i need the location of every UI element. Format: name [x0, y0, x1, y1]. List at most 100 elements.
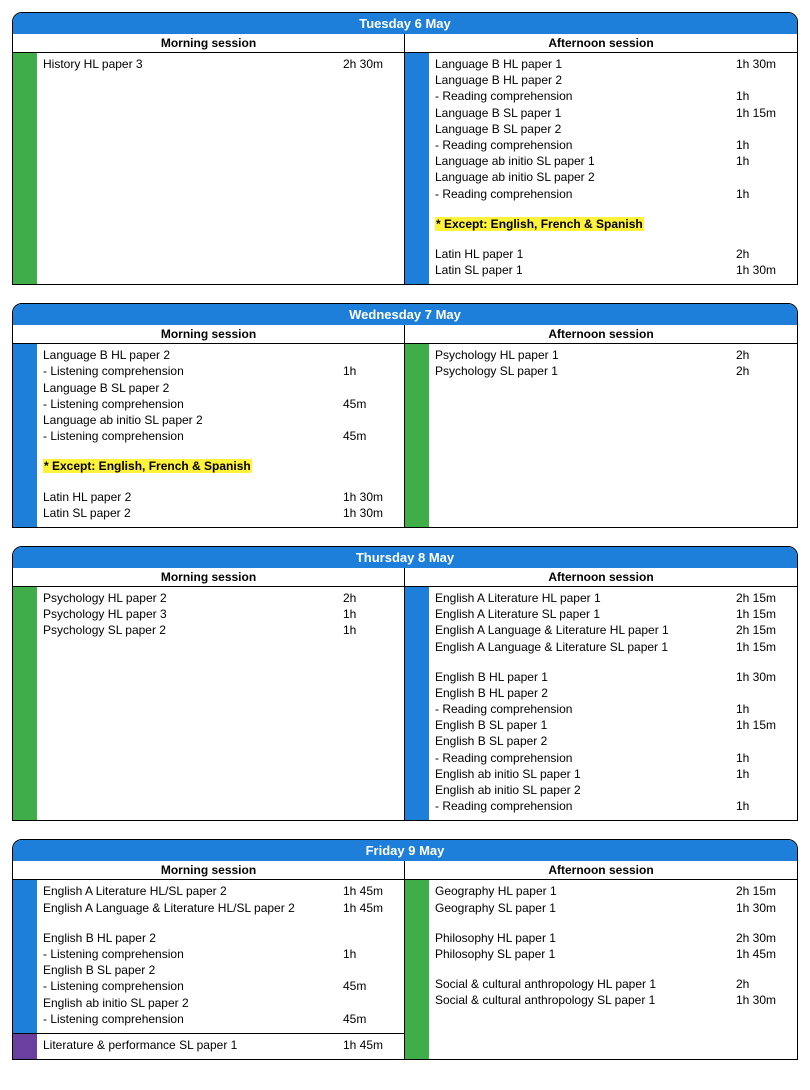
exam-row: English B HL paper 11h 30m: [435, 669, 791, 685]
exam-label: English B SL paper 2: [435, 733, 736, 749]
exam-duration: 2h: [736, 347, 791, 363]
color-bar: [13, 880, 37, 1033]
exam-label: - Reading comprehension: [435, 750, 736, 766]
exam-label: - Reading comprehension: [435, 88, 736, 104]
exam-row: English ab initio SL paper 2: [43, 995, 398, 1011]
exam-duration: 45m: [343, 978, 398, 994]
exam-duration: 2h 30m: [343, 56, 398, 72]
exam-row: Language B HL paper 2: [435, 72, 791, 88]
exam-label: English B HL paper 2: [43, 930, 343, 946]
exam-row: Latin HL paper 12h: [435, 246, 791, 262]
exam-row: - Listening comprehension45m: [43, 428, 398, 444]
exam-label: * Except: English, French & Spanish: [43, 458, 343, 474]
spacer: [435, 202, 791, 216]
exam-duration: 1h: [736, 750, 791, 766]
exam-label: English ab initio SL paper 2: [435, 782, 736, 798]
exam-label: Language B HL paper 2: [435, 72, 736, 88]
session-header: Morning session: [13, 34, 404, 53]
color-bar: [13, 53, 37, 284]
session-body: Psychology HL paper 12hPsychology SL pap…: [405, 344, 797, 527]
segment-content: English A Literature HL/SL paper 21h 45m…: [37, 880, 404, 1033]
segment-content: Psychology HL paper 22hPsychology HL pap…: [37, 587, 404, 820]
exam-row: English B SL paper 11h 15m: [435, 717, 791, 733]
exam-duration: [343, 347, 398, 363]
exam-duration: 1h: [736, 766, 791, 782]
exam-label: Language B SL paper 1: [435, 105, 736, 121]
exam-duration: 1h: [736, 798, 791, 814]
exam-label: Social & cultural anthropology HL paper …: [435, 976, 736, 992]
session-body: Psychology HL paper 22hPsychology HL pap…: [13, 587, 404, 820]
exam-label: Social & cultural anthropology SL paper …: [435, 992, 736, 1008]
exam-label: - Listening comprehension: [43, 396, 343, 412]
exam-label: Language B SL paper 2: [43, 380, 343, 396]
spacer: [43, 444, 398, 458]
exam-duration: 2h 30m: [736, 930, 791, 946]
exam-label: English ab initio SL paper 1: [435, 766, 736, 782]
exam-duration: 2h: [736, 363, 791, 379]
exam-duration: 2h: [736, 976, 791, 992]
exam-label: - Reading comprehension: [435, 701, 736, 717]
spacer: [435, 655, 791, 669]
morning-session: Morning sessionLanguage B HL paper 2- Li…: [13, 325, 405, 527]
exam-label: English B SL paper 2: [43, 962, 343, 978]
session-segment: Literature & performance SL paper 11h 45…: [13, 1033, 404, 1059]
exam-label: Psychology HL paper 2: [43, 590, 343, 606]
segment-content: Psychology HL paper 12hPsychology SL pap…: [429, 344, 797, 527]
exam-row: - Reading comprehension1h: [435, 186, 791, 202]
exam-row: History HL paper 32h 30m: [43, 56, 398, 72]
exam-row: Social & cultural anthropology HL paper …: [435, 976, 791, 992]
exam-label: Language B SL paper 2: [435, 121, 736, 137]
exam-duration: 1h: [736, 137, 791, 153]
exam-duration: 1h 15m: [736, 639, 791, 655]
sessions-wrap: Morning sessionHistory HL paper 32h 30mA…: [13, 34, 797, 284]
exam-duration: [736, 72, 791, 88]
exam-label: English B SL paper 1: [435, 717, 736, 733]
exam-label: Latin HL paper 2: [43, 489, 343, 505]
exam-duration: 1h: [343, 946, 398, 962]
exam-label: - Listening comprehension: [43, 978, 343, 994]
exam-label: Language B HL paper 1: [435, 56, 736, 72]
exam-label: - Listening comprehension: [43, 1011, 343, 1027]
exam-label: Psychology HL paper 3: [43, 606, 343, 622]
exam-duration: 1h 30m: [736, 669, 791, 685]
exam-label: History HL paper 3: [43, 56, 343, 72]
exam-duration: [736, 733, 791, 749]
sessions-wrap: Morning sessionLanguage B HL paper 2- Li…: [13, 325, 797, 527]
exam-row: Language ab initio SL paper 11h: [435, 153, 791, 169]
morning-session: Morning sessionEnglish A Literature HL/S…: [13, 861, 405, 1059]
exam-label: Latin SL paper 2: [43, 505, 343, 521]
exam-label: - Reading comprehension: [435, 798, 736, 814]
exam-row: - Reading comprehension1h: [435, 750, 791, 766]
exam-label: Philosophy HL paper 1: [435, 930, 736, 946]
exam-row: - Reading comprehension1h: [435, 88, 791, 104]
session-segment: Geography HL paper 12h 15mGeography SL p…: [405, 880, 797, 1059]
day-title: Wednesday 7 May: [13, 304, 797, 325]
exam-row: English A Literature SL paper 11h 15m: [435, 606, 791, 622]
exam-row: Latin HL paper 21h 30m: [43, 489, 398, 505]
color-bar: [405, 880, 429, 1059]
segment-content: Language B HL paper 11h 30mLanguage B HL…: [429, 53, 797, 284]
afternoon-session: Afternoon sessionPsychology HL paper 12h…: [405, 325, 797, 527]
session-segment: Language B HL paper 11h 30mLanguage B HL…: [405, 53, 797, 284]
exam-duration: 1h: [736, 153, 791, 169]
exam-row: Latin SL paper 11h 30m: [435, 262, 791, 278]
exam-label: English ab initio SL paper 2: [43, 995, 343, 1011]
exam-label: Language ab initio SL paper 2: [43, 412, 343, 428]
exam-duration: 1h 30m: [736, 992, 791, 1008]
exam-label: English A Language & Literature HL paper…: [435, 622, 736, 638]
exam-row: English B HL paper 2: [435, 685, 791, 701]
highlight-note: * Except: English, French & Spanish: [435, 217, 644, 231]
day-title: Friday 9 May: [13, 840, 797, 861]
exam-row: English A Language & Literature SL paper…: [435, 639, 791, 655]
exam-row: English ab initio SL paper 2: [435, 782, 791, 798]
exam-duration: [736, 121, 791, 137]
exam-row: Philosophy HL paper 12h 30m: [435, 930, 791, 946]
exam-label: English A Language & Literature SL paper…: [435, 639, 736, 655]
afternoon-session: Afternoon sessionGeography HL paper 12h …: [405, 861, 797, 1059]
session-header: Afternoon session: [405, 325, 797, 344]
exam-row: Latin SL paper 21h 30m: [43, 505, 398, 521]
exam-row: Psychology HL paper 31h: [43, 606, 398, 622]
exam-label: Literature & performance SL paper 1: [43, 1037, 343, 1053]
day-title: Thursday 8 May: [13, 547, 797, 568]
exam-label: - Reading comprehension: [435, 186, 736, 202]
